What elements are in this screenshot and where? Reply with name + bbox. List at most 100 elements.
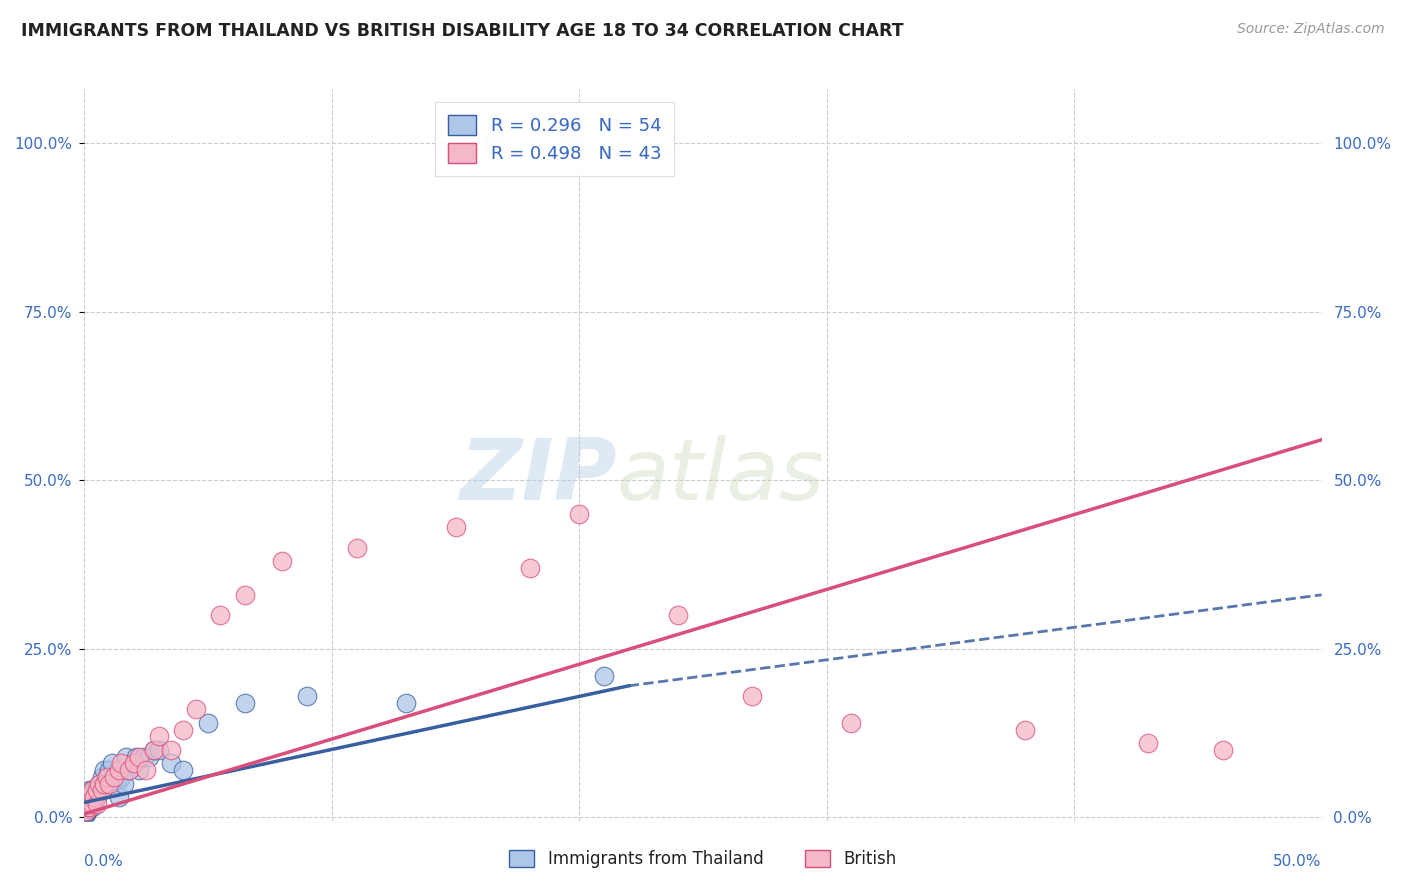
Point <box>233 588 256 602</box>
Point <box>98 763 121 777</box>
Text: Source: ZipAtlas.com: Source: ZipAtlas.com <box>1237 22 1385 37</box>
Point <box>172 723 194 737</box>
Point <box>1137 736 1160 750</box>
Point <box>86 783 108 797</box>
Point <box>741 689 763 703</box>
Point <box>76 804 98 818</box>
Point <box>98 776 121 790</box>
Point <box>90 783 112 797</box>
Point <box>110 756 132 771</box>
Point <box>86 790 108 805</box>
Point <box>142 743 165 757</box>
Point <box>112 776 135 790</box>
Point <box>96 770 118 784</box>
Point <box>555 122 578 136</box>
Point <box>76 797 98 811</box>
Point <box>98 776 121 790</box>
Point <box>118 763 141 777</box>
Point <box>593 669 616 683</box>
Point <box>76 793 98 807</box>
Point <box>209 607 232 622</box>
Text: 0.0%: 0.0% <box>84 854 124 869</box>
Point <box>75 800 97 814</box>
Point <box>184 702 207 716</box>
Point <box>160 743 183 757</box>
Legend: Immigrants from Thailand, British: Immigrants from Thailand, British <box>503 843 903 875</box>
Point <box>128 763 150 777</box>
Legend: R = 0.296   N = 54, R = 0.498   N = 43: R = 0.296 N = 54, R = 0.498 N = 43 <box>434 102 673 176</box>
Point <box>841 715 863 730</box>
Point <box>77 793 100 807</box>
Point <box>444 520 467 534</box>
Point <box>118 763 141 777</box>
Point <box>80 783 103 797</box>
Text: ZIP: ZIP <box>458 435 616 518</box>
Point <box>83 797 105 811</box>
Point <box>80 790 103 805</box>
Point <box>148 730 170 744</box>
Point <box>568 507 591 521</box>
Point <box>666 607 689 622</box>
Point <box>80 783 103 797</box>
Point <box>128 749 150 764</box>
Point <box>76 800 98 814</box>
Point <box>79 790 101 805</box>
Point <box>75 806 97 821</box>
Point <box>75 804 97 818</box>
Point <box>79 800 101 814</box>
Point <box>125 749 148 764</box>
Point <box>80 800 103 814</box>
Point <box>132 749 155 764</box>
Point <box>1212 743 1234 757</box>
Point <box>233 696 256 710</box>
Point <box>90 783 112 797</box>
Point <box>135 763 157 777</box>
Point <box>1014 723 1036 737</box>
Point <box>89 783 111 797</box>
Point <box>80 797 103 811</box>
Point <box>346 541 368 555</box>
Point <box>76 800 98 814</box>
Point <box>90 770 112 784</box>
Point <box>110 770 132 784</box>
Point <box>75 804 97 818</box>
Point <box>160 756 183 771</box>
Point <box>295 689 318 703</box>
Point <box>115 749 138 764</box>
Point <box>93 763 115 777</box>
Point <box>122 756 145 771</box>
Point <box>142 743 165 757</box>
Point <box>79 797 101 811</box>
Point <box>77 797 100 811</box>
Point <box>83 783 105 797</box>
Point <box>89 776 111 790</box>
Point <box>83 790 105 805</box>
Point <box>86 797 108 811</box>
Point <box>79 800 101 814</box>
Text: 50.0%: 50.0% <box>1274 854 1322 869</box>
Point <box>79 783 101 797</box>
Point <box>197 715 219 730</box>
Point <box>105 776 128 790</box>
Point <box>108 763 131 777</box>
Point <box>138 749 160 764</box>
Point <box>80 797 103 811</box>
Point <box>122 756 145 771</box>
Point <box>96 770 118 784</box>
Point <box>271 554 294 568</box>
Point <box>93 776 115 790</box>
Point <box>108 790 131 805</box>
Point <box>172 763 194 777</box>
Point <box>103 770 125 784</box>
Point <box>89 776 111 790</box>
Point <box>395 696 418 710</box>
Point <box>83 790 105 805</box>
Point <box>93 776 115 790</box>
Point <box>103 770 125 784</box>
Point <box>79 797 101 811</box>
Text: atlas: atlas <box>616 435 824 518</box>
Point <box>79 790 101 805</box>
Point <box>77 802 100 816</box>
Point <box>100 756 122 771</box>
Point <box>148 743 170 757</box>
